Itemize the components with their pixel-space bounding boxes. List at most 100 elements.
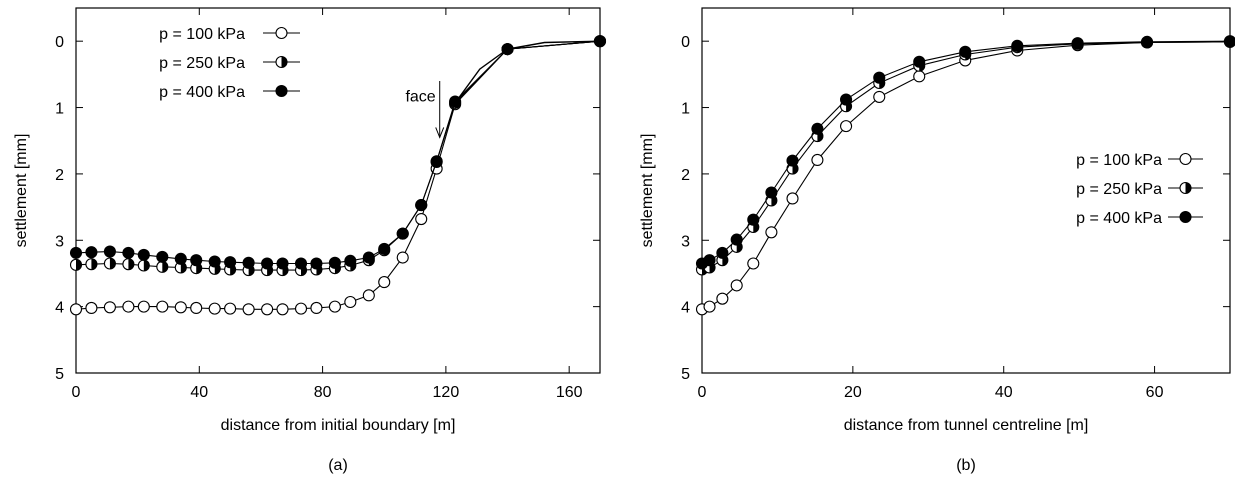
y-tick-label: 5 — [55, 366, 64, 383]
data-point — [913, 55, 926, 68]
data-point — [174, 252, 187, 265]
data-point — [786, 192, 799, 205]
data-point — [208, 255, 221, 268]
legend-label: p = 400 kPa — [1076, 210, 1162, 227]
data-point — [174, 301, 187, 314]
data-point — [190, 254, 203, 267]
data-point — [85, 301, 98, 315]
data-point — [137, 259, 150, 272]
x-tick-label: 0 — [72, 384, 81, 401]
legend-marker — [275, 84, 288, 98]
x-tick-label: 80 — [314, 384, 332, 401]
x-tick-label: 0 — [698, 384, 707, 401]
data-point — [415, 212, 428, 226]
data-point — [224, 256, 237, 269]
x-tick-label: 160 — [556, 384, 583, 401]
data-point — [137, 248, 150, 261]
data-point — [310, 301, 323, 315]
x-tick-label: 40 — [190, 384, 208, 401]
data-point — [122, 258, 135, 271]
face-annotation: face — [405, 89, 435, 106]
series-line — [75, 40, 601, 265]
panel-a: 0 40 80 120 160 0 1 2 3 4 5 distance from initial b… — [13, 7, 607, 474]
data-point — [378, 276, 391, 289]
data-point — [873, 71, 886, 84]
y-tick-label: 0 — [55, 34, 64, 51]
panel-caption: (b) — [956, 457, 976, 474]
panel-b: 0 20 40 60 0 1 2 3 4 5 distance from tunnel centre… — [639, 7, 1235, 474]
data-point — [811, 153, 824, 167]
data-point — [85, 258, 98, 271]
x-axis-label: distance from initial boundary [m] — [221, 417, 456, 434]
series-line — [75, 40, 601, 271]
data-point — [103, 301, 116, 314]
data-point — [328, 300, 341, 313]
data-point — [103, 245, 116, 258]
legend-marker — [275, 55, 288, 69]
data-point — [396, 251, 409, 264]
data-point — [137, 300, 150, 313]
data-point — [362, 251, 375, 264]
data-point — [156, 260, 169, 273]
data-point — [122, 246, 135, 259]
y-tick-label: 0 — [681, 34, 690, 51]
data-point — [765, 226, 778, 239]
data-point — [276, 303, 289, 316]
series-1 — [69, 35, 607, 316]
data-point — [873, 90, 886, 103]
series-line — [701, 41, 1231, 310]
x-tick-label: 40 — [995, 384, 1013, 401]
data-point — [1140, 35, 1154, 48]
series-line — [701, 41, 1231, 271]
data-point — [156, 300, 169, 313]
legend-marker — [1179, 181, 1192, 195]
data-point — [716, 246, 729, 259]
data-point — [242, 256, 255, 269]
data-point — [396, 227, 409, 240]
legend-label: p = 400 kPa — [159, 84, 245, 101]
data-point — [103, 257, 116, 270]
y-axis-label: settlement [mm] — [13, 134, 30, 248]
legend-marker — [275, 26, 288, 40]
data-point — [811, 122, 824, 135]
data-point — [261, 303, 274, 316]
data-point — [310, 257, 323, 270]
data-point — [344, 254, 357, 267]
data-point — [1071, 37, 1084, 50]
y-tick-label: 1 — [681, 101, 690, 118]
data-point — [415, 199, 428, 212]
data-point — [747, 257, 760, 270]
y-tick-label: 5 — [681, 366, 690, 383]
y-tick-label: 4 — [55, 300, 64, 317]
data-point — [716, 292, 729, 305]
arrow-head — [435, 127, 445, 139]
series-2 — [69, 35, 607, 277]
data-point — [786, 154, 799, 167]
x-tick-label: 120 — [433, 384, 460, 401]
x-tick-label: 20 — [844, 384, 862, 401]
x-tick-label: 60 — [1146, 384, 1164, 401]
data-point — [276, 257, 289, 270]
data-point — [69, 246, 83, 259]
y-tick-label: 4 — [681, 300, 690, 317]
data-point — [224, 302, 237, 315]
series-3 — [695, 35, 1235, 270]
data-point — [430, 155, 443, 168]
data-point — [730, 233, 743, 246]
y-tick-label: 3 — [55, 233, 64, 250]
legend-marker — [1179, 152, 1192, 166]
legend-label: p = 100 kPa — [159, 26, 245, 43]
data-point — [242, 303, 255, 316]
data-point — [747, 213, 760, 226]
data-point — [122, 300, 135, 313]
data-point — [1011, 39, 1024, 52]
data-point — [1223, 35, 1235, 48]
data-point — [840, 120, 853, 133]
plot-frame — [75, 7, 601, 374]
data-point — [765, 186, 778, 199]
data-point — [261, 257, 274, 270]
y-tick-label: 2 — [681, 167, 690, 184]
y-tick-label: 2 — [55, 167, 64, 184]
x-axis-label: distance from tunnel centreline [m] — [844, 417, 1089, 434]
